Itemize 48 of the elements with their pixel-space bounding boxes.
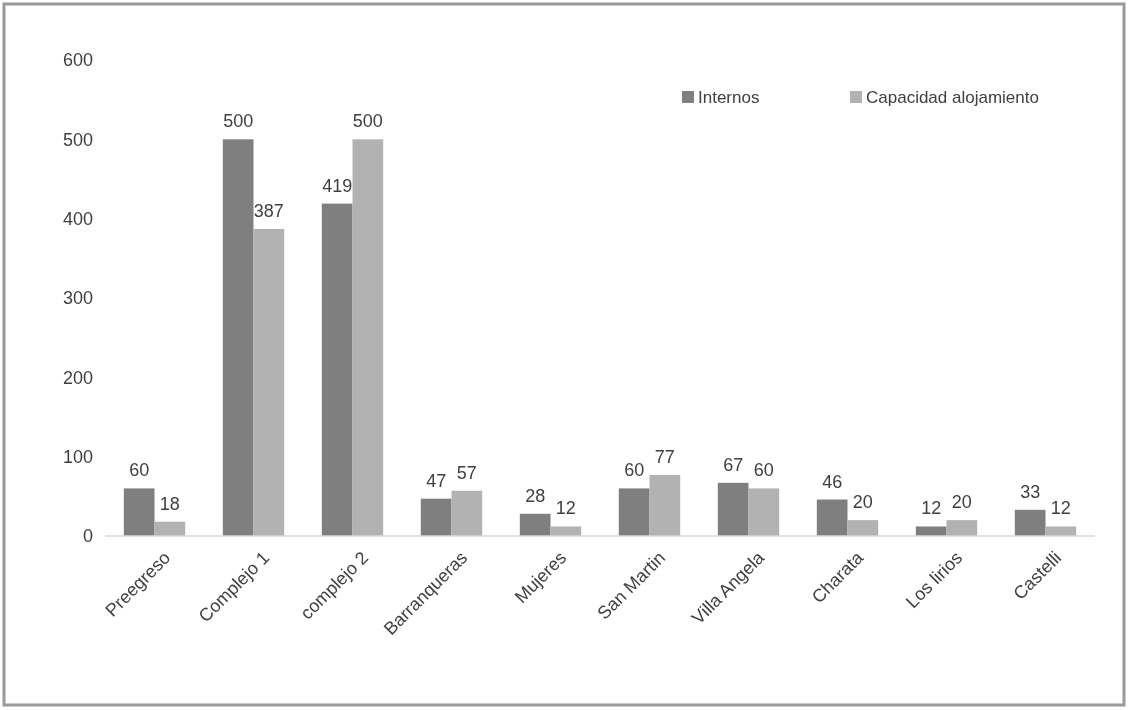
data-label: 500 [352,111,383,132]
bar [519,513,551,536]
bar [816,499,848,536]
data-label: 60 [624,460,645,481]
y-tick-label: 0 [82,526,93,547]
y-tick-label: 300 [62,288,93,309]
data-label: 20 [852,492,873,513]
bar [915,526,947,536]
data-label: 18 [159,493,180,514]
data-label: 60 [753,460,774,481]
data-label: 500 [223,111,254,132]
bar [420,498,452,536]
legend-label: Internos [698,87,760,107]
data-label: 12 [921,498,942,519]
bar [649,474,681,536]
y-tick-label: 400 [62,208,93,229]
legend-label: Capacidad alojamiento [866,87,1039,107]
y-tick-label: 600 [62,50,93,71]
bar [1045,526,1077,536]
data-label: 46 [822,471,843,492]
bar [717,482,749,536]
bar [321,203,353,536]
data-label: 387 [253,200,284,221]
data-label: 67 [723,454,744,475]
data-label: 12 [555,498,576,519]
bar [253,228,285,536]
bar [1014,509,1046,536]
data-label: 12 [1050,498,1071,519]
y-tick-label: 500 [62,129,93,150]
data-label: 77 [654,446,675,467]
bar [618,488,650,536]
data-label: 60 [129,460,150,481]
bar [451,490,483,536]
data-label: 33 [1020,481,1041,502]
bar [847,520,879,536]
bar [550,526,582,536]
bar [748,488,780,536]
bar [352,139,384,536]
data-label: 20 [951,492,972,513]
bar [123,488,155,536]
bar [946,520,978,536]
y-tick-label: 100 [62,446,93,467]
data-label: 28 [525,485,546,506]
data-label: 57 [456,462,477,483]
y-tick-label: 200 [62,367,93,388]
data-label: 47 [426,470,447,491]
data-label: 419 [322,175,353,196]
bar [222,139,254,536]
